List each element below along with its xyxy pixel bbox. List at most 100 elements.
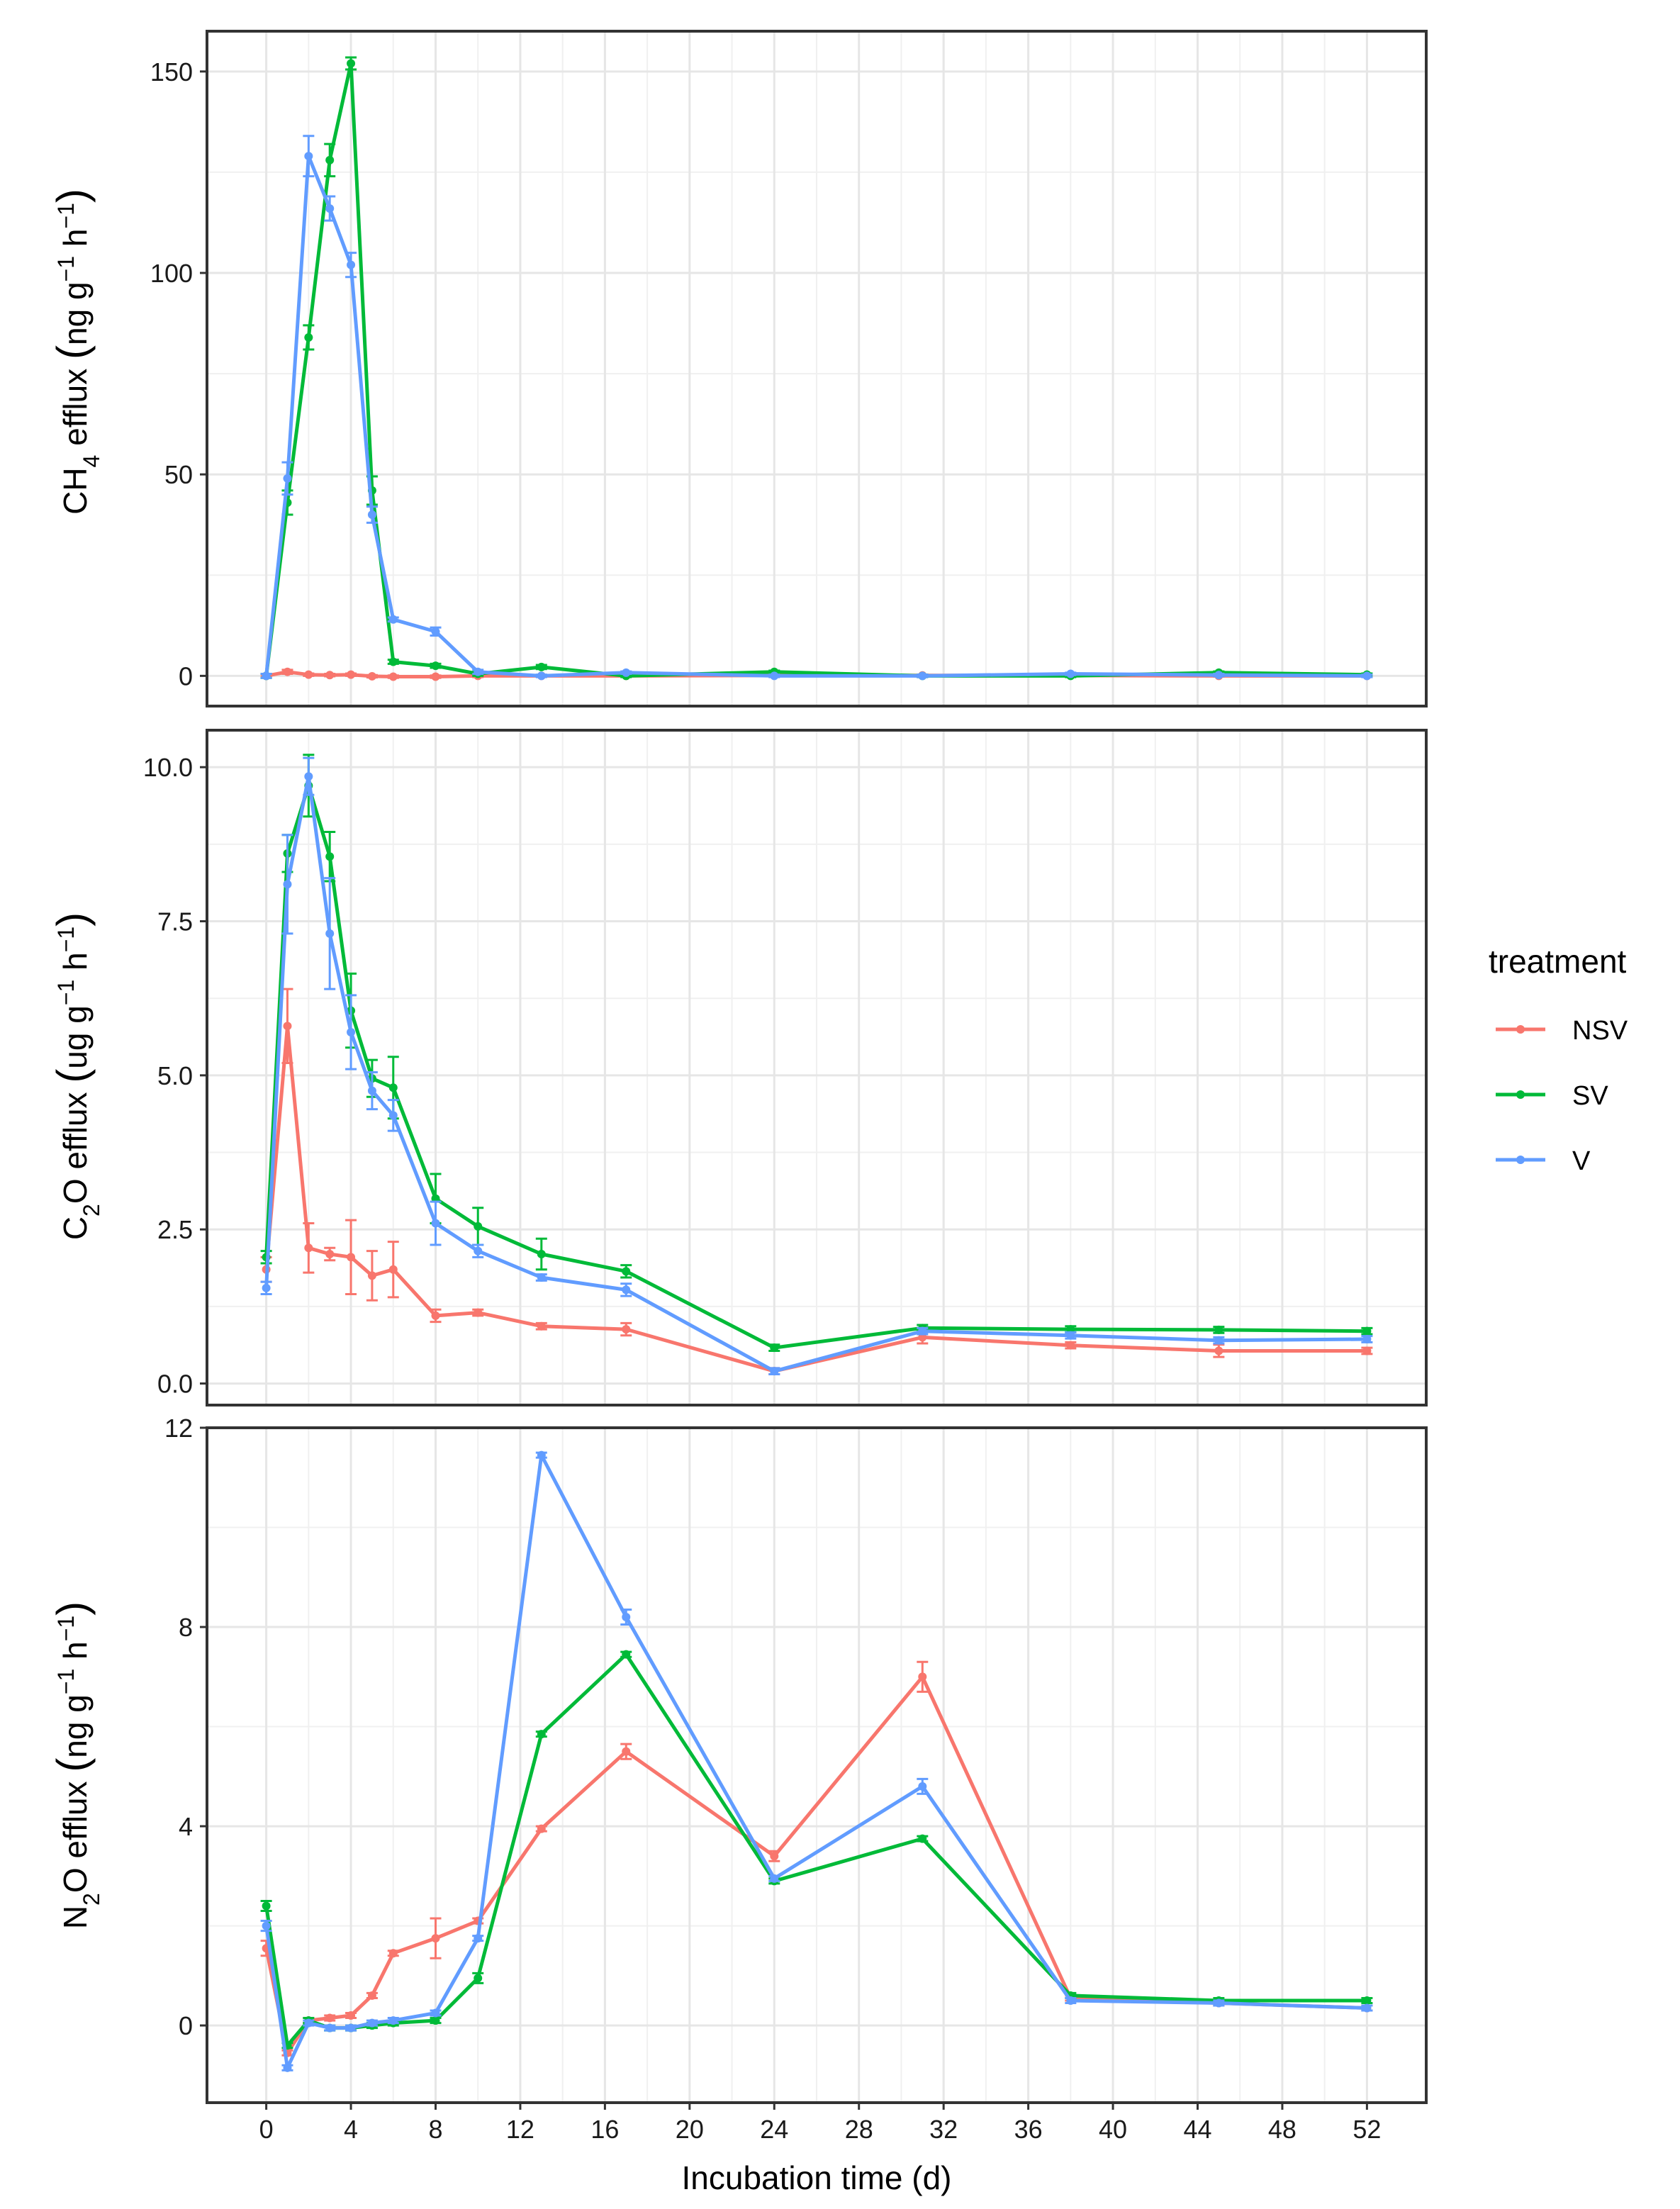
data-point (1362, 1346, 1372, 1355)
data-point (388, 1949, 398, 1958)
data-point (1362, 671, 1372, 681)
data-point (388, 1111, 398, 1120)
data-point (347, 1028, 356, 1037)
data-point (622, 1285, 631, 1294)
data-point (1066, 1341, 1075, 1350)
data-point (918, 1834, 927, 1843)
data-point (262, 671, 271, 681)
data-point (431, 661, 440, 671)
data-point (325, 671, 335, 680)
data-point (1214, 1346, 1223, 1355)
data-point (1362, 1326, 1372, 1336)
series-v (260, 135, 1373, 681)
data-point (622, 1747, 631, 1756)
x-tick-label: 48 (1268, 2115, 1297, 2144)
series-line-nsv (264, 1674, 1367, 2055)
data-point (537, 1730, 546, 1739)
data-point (388, 2016, 398, 2025)
data-point (367, 671, 376, 681)
legend-item-sv: SV (1496, 1081, 1608, 1111)
data-point (283, 1022, 292, 1031)
data-point (770, 1367, 779, 1376)
data-point (367, 1086, 376, 1095)
legend-item-nsv: NSV (1496, 1016, 1628, 1046)
data-point (367, 2018, 376, 2028)
x-tick-label: 16 (590, 2115, 619, 2144)
y-tick-label: 0 (179, 2011, 193, 2040)
data-point (283, 474, 292, 483)
data-point (367, 1271, 376, 1280)
data-point (622, 1650, 631, 1659)
data-point (347, 670, 356, 679)
x-tick-label: 4 (344, 2115, 358, 2144)
data-point (388, 672, 398, 681)
data-point (262, 1283, 271, 1292)
data-point (347, 260, 356, 269)
data-point (325, 1249, 335, 1258)
data-point (537, 1273, 546, 1282)
data-point (431, 627, 440, 636)
data-point (770, 1852, 779, 1861)
data-point (262, 1921, 271, 1930)
data-point (1066, 1331, 1075, 1340)
data-point (1362, 1996, 1372, 2005)
data-point (367, 510, 376, 520)
data-point (1362, 2003, 1372, 2013)
x-tick-label: 12 (506, 2115, 534, 2144)
data-point (622, 1267, 631, 1276)
data-point (283, 667, 292, 676)
y-tick-label: 4 (179, 1812, 193, 1841)
data-point (474, 1308, 483, 1317)
y-tick-label: 7.5 (157, 907, 193, 936)
x-tick-label: 44 (1183, 2115, 1211, 2144)
data-point (474, 1974, 483, 1983)
x-tick-label: 0 (259, 2115, 274, 2144)
data-point (347, 2011, 356, 2020)
data-point (304, 670, 313, 679)
legend-label: SV (1572, 1081, 1608, 1111)
x-axis-title: Incubation time (d) (682, 2159, 952, 2196)
data-point (325, 929, 335, 938)
series-line-sv (264, 783, 1367, 1350)
c2o-y-axis-title: C2O efflux (ug g−1 h−1) (48, 912, 104, 1240)
legend-key-point (1516, 1025, 1525, 1034)
y-tick-label: 8 (179, 1613, 193, 1642)
data-point (537, 1824, 546, 1833)
y-tick-label: 50 (164, 460, 193, 489)
data-point (347, 1253, 356, 1262)
data-point (304, 152, 313, 161)
ch4-y-axis-title: CH4 efflux (ng g−1 h−1) (48, 189, 104, 515)
panel-border (206, 1426, 1428, 2104)
data-point (1214, 1998, 1223, 2008)
x-axis: 0 4 8 12 16 20 24 28 32 36 40 44 48 52 (259, 2103, 1381, 2144)
series-line-v (264, 1453, 1367, 2070)
series-nsv (260, 988, 1373, 1376)
y-tick-label: 2.5 (157, 1215, 193, 1244)
series-line-v (264, 154, 1367, 678)
y-tick-label: 10.0 (143, 753, 193, 782)
y-tick-label: 100 (150, 259, 193, 288)
n2o-y-axis-title: N2O efflux (ng g−1 h−1) (48, 1601, 104, 1929)
data-point (388, 1083, 398, 1092)
y-tick-label: 0.0 (157, 1370, 193, 1399)
data-point (770, 1343, 779, 1353)
legend: treatment NSV SV V (1489, 943, 1628, 1176)
panel-border (206, 729, 1428, 1407)
data-point (622, 1612, 631, 1621)
data-point (304, 1243, 313, 1253)
n2o-panel: 0 4 8 12 (164, 1414, 1428, 2104)
series-line-v (264, 774, 1367, 1373)
data-point (537, 1321, 546, 1331)
data-point (770, 1874, 779, 1883)
data-point (304, 332, 313, 342)
data-point (622, 1325, 631, 1334)
data-point (1362, 1334, 1372, 1343)
y-tick-label: 0 (179, 661, 193, 690)
data-point (325, 852, 335, 861)
data-point (474, 1934, 483, 1943)
data-point (537, 662, 546, 671)
data-point (1066, 1996, 1075, 2005)
data-point (283, 880, 292, 889)
x-tick-label: 8 (428, 2115, 442, 2144)
data-point (325, 204, 335, 213)
